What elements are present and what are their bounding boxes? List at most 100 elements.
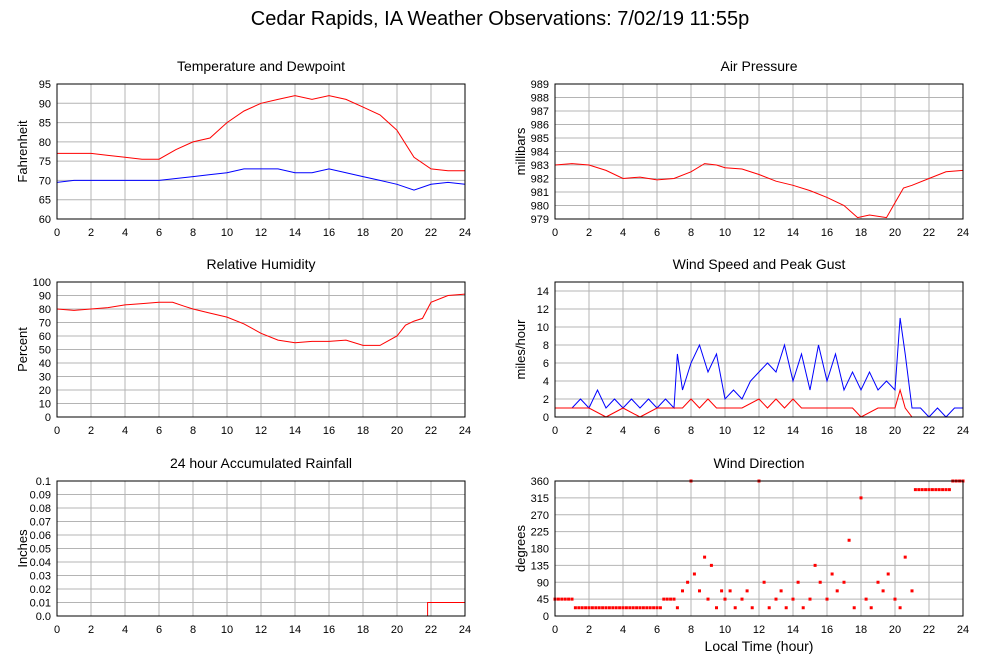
data-point (698, 589, 701, 593)
y-tick-label: 0.06 (30, 530, 51, 542)
data-point (597, 606, 601, 610)
data-point (614, 606, 618, 610)
y-tick-label: 50 (39, 345, 51, 357)
data-point (618, 606, 622, 610)
x-tick-label: 22 (923, 227, 935, 239)
data-point (774, 597, 778, 601)
x-tick-label: 20 (391, 227, 403, 239)
x-tick-label: 0 (552, 227, 558, 239)
x-tick-label: 10 (221, 227, 233, 239)
x-tick-label: 16 (821, 227, 833, 239)
x-tick-label: 12 (753, 227, 765, 239)
x-tick-label: 2 (586, 624, 592, 636)
x-tick-label: 4 (122, 624, 128, 636)
y-axis-label: degrees (513, 525, 528, 572)
data-point (638, 606, 642, 610)
y-tick-label: 0 (543, 611, 549, 623)
data-point (801, 606, 805, 610)
chart-title: 24 hour Accumulated Rainfall (170, 455, 352, 471)
rainfall-chart: 0.00.01 0.020.03 0.040.05 0.060.07 0.080.09 0… (15, 455, 471, 636)
data-point (584, 606, 588, 610)
data-point (703, 555, 707, 559)
y-tick-label: 30 (39, 372, 51, 384)
data-point (830, 572, 834, 576)
data-point (709, 563, 713, 567)
y-axis-label: Percent (15, 327, 30, 372)
series-line-1 (56, 168, 466, 191)
x-tick-label: 20 (889, 227, 901, 239)
x-tick-label: 4 (620, 624, 626, 636)
y-tick-label: 2 (543, 394, 549, 406)
x-tick-label: 14 (289, 227, 301, 239)
data-point (944, 488, 948, 492)
data-point (767, 606, 771, 610)
data-point (604, 606, 608, 610)
data-point (808, 597, 812, 601)
data-point (784, 606, 788, 610)
plot-frame (56, 83, 466, 220)
x-tick-label: 4 (122, 425, 128, 437)
data-point (859, 496, 863, 500)
y-axis-label: miles/hour (513, 319, 528, 380)
data-point (920, 488, 924, 492)
x-tick-label: 8 (688, 227, 694, 239)
y-tick-label: 0 (45, 412, 51, 424)
data-point (876, 580, 880, 584)
x-tick-label: 12 (753, 425, 765, 437)
data-point (886, 572, 890, 576)
y-tick-label: 6 (543, 358, 549, 370)
data-point (580, 606, 584, 610)
y-tick-label: 980 (531, 201, 549, 213)
data-point (635, 606, 639, 610)
y-axis-label: Fahrenheit (15, 120, 30, 183)
y-tick-label: 80 (39, 137, 51, 149)
y-tick-label: 986 (531, 120, 549, 132)
series-line-0 (56, 293, 466, 346)
y-axis-label: millibars (513, 127, 528, 175)
series-line-0 (57, 95, 465, 172)
x-tick-label: 14 (289, 624, 301, 636)
data-point (567, 597, 571, 601)
data-point (675, 606, 679, 610)
x-tick-label: 10 (719, 624, 731, 636)
data-point (723, 597, 727, 601)
plot-frame (554, 480, 964, 617)
x-tick-label: 8 (688, 624, 694, 636)
x-tick-label: 22 (425, 425, 437, 437)
data-point (796, 580, 800, 584)
plot-frame (554, 281, 964, 418)
y-tick-label: 75 (39, 156, 51, 168)
y-tick-label: 80 (39, 304, 51, 316)
y-tick-label: 0 (543, 412, 549, 424)
data-point (728, 589, 732, 593)
x-tick-label: 24 (459, 624, 471, 636)
x-tick-label: 16 (323, 227, 335, 239)
x-tick-label: 10 (719, 227, 731, 239)
data-point (658, 606, 662, 610)
y-tick-label: 70 (39, 175, 51, 187)
x-tick-label: 6 (156, 227, 162, 239)
data-point (720, 589, 724, 593)
data-point (652, 606, 656, 610)
x-tick-label: 18 (357, 624, 369, 636)
x-tick-label: 24 (957, 624, 969, 636)
chart-title: Wind Speed and Peak Gust (673, 256, 846, 272)
data-point (560, 597, 564, 601)
x-tick-label: 14 (289, 425, 301, 437)
data-point (893, 597, 897, 601)
y-tick-label: 0.1 (36, 476, 51, 488)
y-tick-label: 985 (531, 133, 549, 145)
x-tick-label: 14 (787, 425, 799, 437)
y-tick-label: 0.04 (30, 557, 51, 569)
x-tick-label: 16 (821, 624, 833, 636)
y-tick-label: 0.09 (30, 490, 51, 502)
y-tick-label: 0.08 (30, 503, 51, 515)
data-point (715, 606, 718, 610)
data-point (852, 606, 856, 610)
y-tick-label: 60 (39, 331, 51, 343)
data-point (665, 597, 669, 601)
x-tick-label: 8 (190, 624, 196, 636)
data-point (930, 488, 934, 492)
data-point (624, 606, 628, 610)
x-tick-label: 6 (156, 624, 162, 636)
